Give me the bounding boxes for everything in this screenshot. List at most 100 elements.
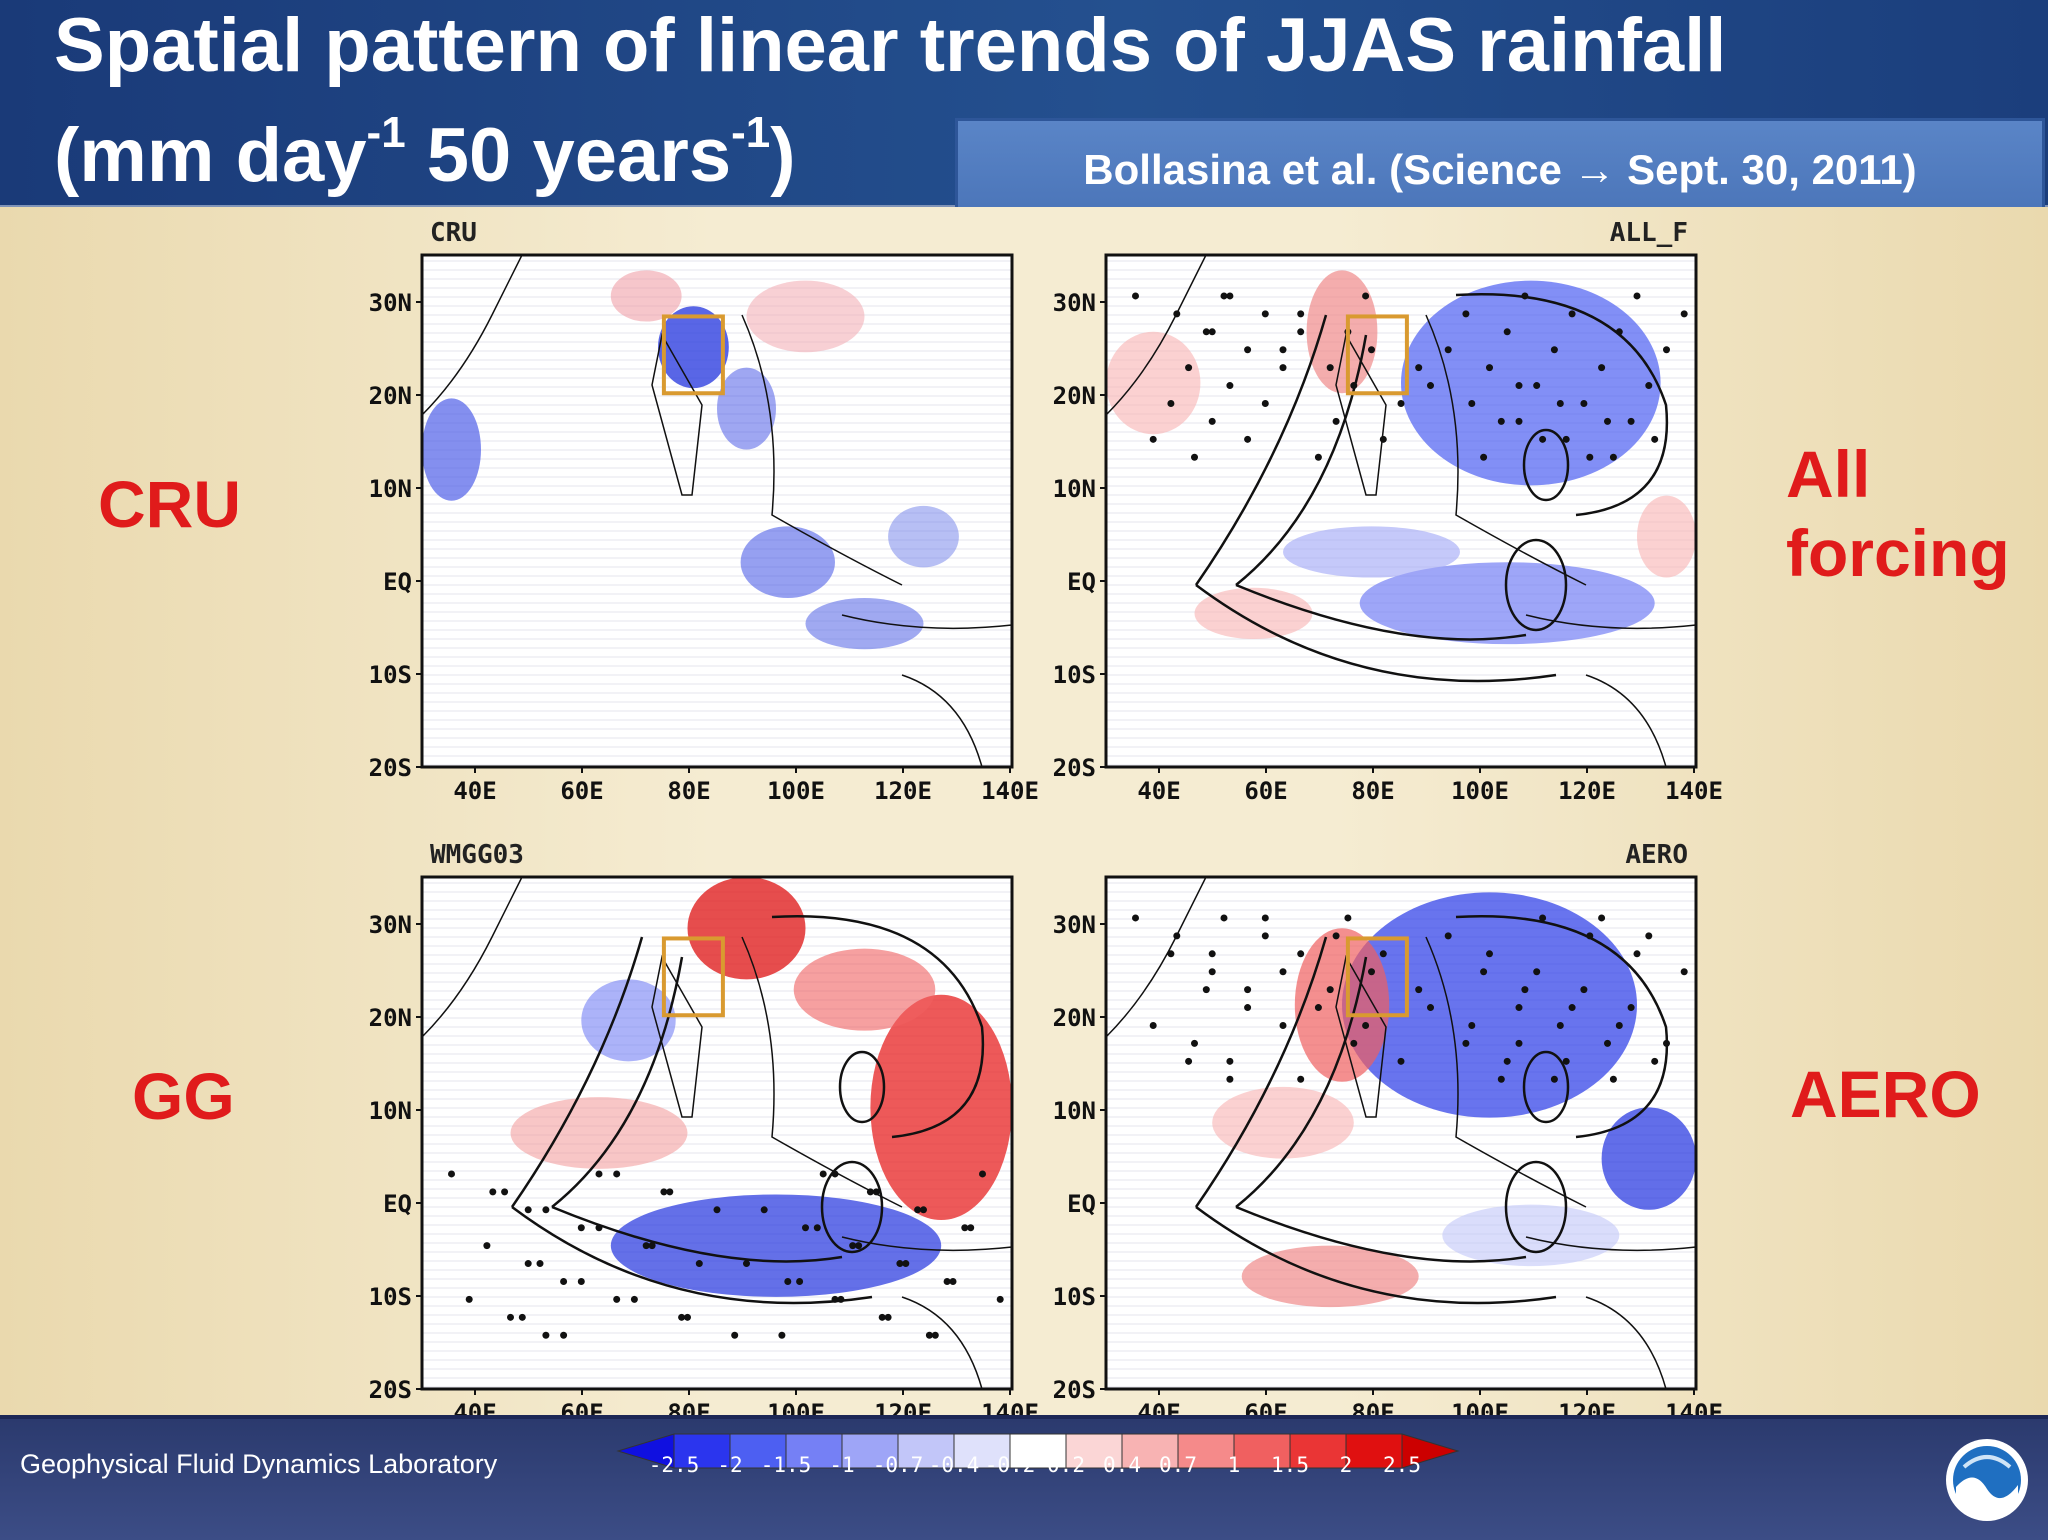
lon-tick-label: 140E	[981, 777, 1039, 805]
trend-region	[746, 280, 865, 353]
significance-dot	[1539, 914, 1547, 922]
colorbar-tick-label: 2.5	[1383, 1453, 1421, 1477]
significance-dot	[524, 1206, 532, 1214]
significance-dot	[542, 1331, 550, 1339]
colorbar-tick-label: 1	[1228, 1453, 1241, 1477]
significance-dot	[1014, 1242, 1021, 1249]
significance-dot	[1368, 968, 1375, 976]
lat-tick-label: EQ	[383, 568, 412, 596]
coastline	[1525, 614, 1696, 630]
significance-dot	[465, 1295, 473, 1303]
significance-dot	[613, 1295, 621, 1303]
significance-dot	[648, 1242, 656, 1250]
significance-dot	[1220, 914, 1228, 922]
map-svg: CRU 30N 20N 10N EQ 10S 20S 40E 60E 80E 100E 120E 140…	[369, 218, 1039, 805]
significance-dot	[642, 1242, 650, 1250]
lat-tick-label: 30N	[369, 911, 412, 939]
significance-dot	[1297, 1075, 1305, 1083]
lat-tick-label: 20S	[369, 754, 412, 782]
significance-dot	[1539, 435, 1547, 443]
trend-region	[687, 877, 806, 980]
significance-dot	[1550, 1075, 1558, 1083]
lat-tick-label: EQ	[1067, 1190, 1096, 1218]
significance-dot	[967, 1224, 975, 1232]
lat-tick-label: 20N	[369, 1004, 412, 1032]
colorbar-tick-label: 0.4	[1103, 1453, 1141, 1477]
significance-dot	[507, 1313, 514, 1321]
trend-region	[1401, 280, 1661, 486]
lat-tick-label: 10S	[369, 661, 412, 689]
coastline	[1585, 674, 1667, 767]
significance-dot	[1167, 399, 1175, 407]
significance-dot	[1202, 986, 1210, 994]
trend-region	[658, 306, 729, 389]
significance-dot	[1379, 950, 1387, 958]
significance-dot	[743, 1260, 750, 1268]
significance-dot	[920, 1206, 927, 1214]
map-svg: ALL_F 30N 20N 10N EQ 10S 20S 40E 60E 80E 100E 120E 1…	[1053, 218, 1723, 805]
significance-dot	[1314, 453, 1322, 461]
significance-dot	[1680, 968, 1688, 976]
significance-dot	[949, 1277, 957, 1285]
significance-dot	[1497, 417, 1505, 425]
significance-dot	[1244, 986, 1252, 994]
lon-tick-label: 120E	[1558, 777, 1616, 805]
significance-dot	[1379, 435, 1387, 443]
significance-dot	[1397, 399, 1405, 407]
significance-dot	[1226, 1057, 1234, 1065]
lat-tick-label: 30N	[1053, 911, 1096, 939]
significance-dot	[1562, 435, 1570, 443]
significance-dot	[1279, 364, 1287, 372]
significance-dot	[1663, 1039, 1670, 1047]
significance-dot	[1326, 986, 1334, 994]
coastline	[1425, 936, 1587, 1208]
significance-dot	[796, 1277, 804, 1285]
map-panel-cru: CRU 30N 20N 10N EQ 10S 20S 40E 60E 80E 100E 120E 140…	[350, 207, 1040, 807]
significance-dot	[872, 1188, 880, 1196]
significance-dot	[784, 1277, 792, 1285]
label-aero: AERO	[1790, 1057, 1981, 1131]
lat-tick-label: 20N	[1053, 382, 1096, 410]
significance-dot	[1185, 1057, 1193, 1065]
significance-dot	[731, 1331, 739, 1339]
significance-dot	[1173, 932, 1181, 940]
significance-dot	[1202, 328, 1210, 336]
significance-dot	[1580, 399, 1588, 407]
significance-dot	[813, 1224, 821, 1232]
lat-tick-label: 10S	[1053, 661, 1096, 689]
lat-tick-label: 10N	[1053, 1097, 1096, 1125]
significance-dot	[1521, 292, 1529, 300]
coastline	[841, 614, 1012, 630]
significance-dot	[1149, 1021, 1157, 1029]
significance-dot	[1609, 453, 1617, 461]
significance-dot	[684, 1313, 691, 1321]
panel-title: CRU	[430, 218, 477, 248]
trend-region	[610, 1194, 942, 1297]
contour-line	[1522, 428, 1570, 502]
contour-line	[1504, 1160, 1568, 1254]
significance-dot	[1132, 914, 1139, 922]
lon-tick-label: 140E	[1665, 777, 1723, 805]
significance-dot	[695, 1260, 703, 1268]
lat-tick-label: EQ	[383, 1190, 412, 1218]
map-panel-aero: AERO 30N 20N 10N EQ 10S 20S 40E 60E 80E 100E 120E 14…	[1034, 829, 1724, 1429]
significance-dot	[660, 1188, 668, 1196]
trend-region	[805, 598, 924, 650]
coastline	[901, 674, 983, 767]
coastline	[1525, 1236, 1696, 1252]
significance-dot	[831, 1295, 839, 1303]
significance-dot	[560, 1331, 568, 1339]
significance-dot	[1533, 968, 1541, 976]
significance-dot	[448, 1170, 455, 1178]
significance-dot	[595, 1224, 603, 1232]
trend-region	[888, 505, 959, 568]
trend-region	[1283, 526, 1460, 578]
region-box	[1345, 936, 1409, 1018]
significance-dot	[713, 1206, 721, 1214]
colorbar-tick-label: -0.4	[929, 1453, 980, 1477]
significance-dot	[1208, 328, 1216, 336]
trend-region	[870, 994, 1012, 1221]
lat-tick-label: 30N	[1053, 289, 1096, 317]
region-box	[661, 314, 725, 396]
significance-dot	[1279, 968, 1287, 976]
